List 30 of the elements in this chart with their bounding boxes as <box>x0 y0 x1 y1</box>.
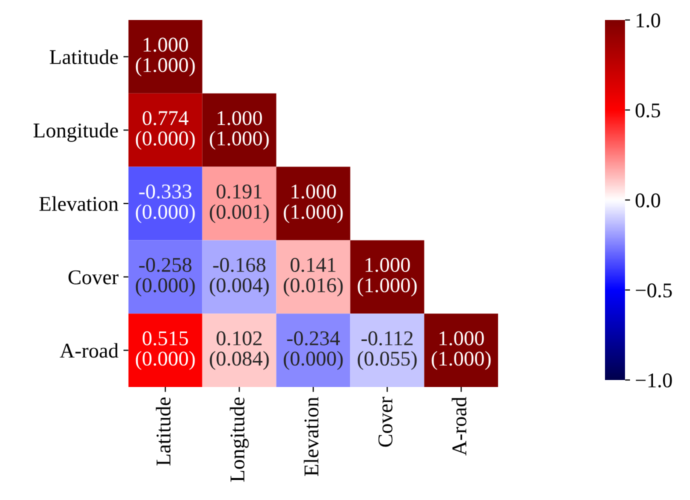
y-tick-label: Latitude <box>50 49 118 64</box>
y-tick-label: Cover <box>68 270 118 284</box>
data-label: -0.258 (0.000) <box>136 258 195 297</box>
x-tick-label: Longitude <box>230 397 249 482</box>
data-label: 0.515 (0.000) <box>136 331 195 370</box>
data-label: -0.112 (0.055) <box>358 331 417 370</box>
data-label: -0.168 (0.004) <box>210 258 269 297</box>
data-label: 1.000 (1.000) <box>432 331 491 370</box>
color-bar-label: −1.0 <box>636 373 672 388</box>
color-bar-label: 0.5 <box>636 103 660 118</box>
data-label: 1.000 (1.000) <box>210 111 269 150</box>
y-tick-label: A-road <box>60 343 118 358</box>
data-label: -0.234 (0.000) <box>284 331 343 370</box>
x-tick-label: Cover <box>378 396 392 447</box>
data-label: 0.191 (0.001) <box>210 184 269 224</box>
y-tick-label: Elevation <box>39 196 118 211</box>
color-bar-label: 1.0 <box>636 13 660 28</box>
color-bar-label: 0.0 <box>636 193 660 208</box>
x-tick-label: Elevation <box>304 397 318 476</box>
data-label: 0.774 (0.000) <box>136 111 195 150</box>
data-label: -0.333 (0.000) <box>136 184 195 224</box>
data-label: 1.000 (1.000) <box>358 258 417 297</box>
color-bar-label: −0.5 <box>636 283 672 298</box>
x-tick-label: Latitude <box>156 397 171 466</box>
y-tick-label: Longitude <box>34 122 118 142</box>
data-label: 0.141 (0.016) <box>284 258 343 297</box>
x-tick-label: A-road <box>452 396 466 456</box>
data-label: 1.000 (1.000) <box>284 184 343 224</box>
data-label: 1.000 (1.000) <box>136 38 195 76</box>
data-label: 0.102 (0.084) <box>210 331 269 370</box>
